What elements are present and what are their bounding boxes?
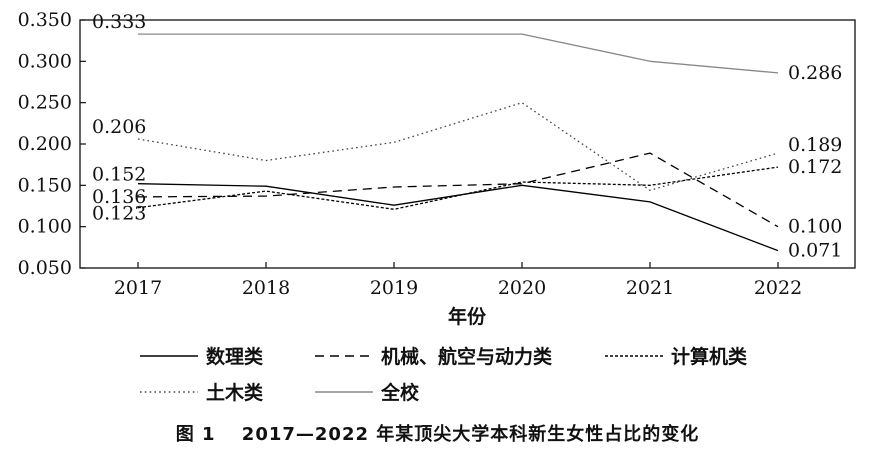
legend-item: 机械、航空与动力类 <box>315 345 552 368</box>
data-label: 0.152 <box>92 164 146 186</box>
series-line-5 <box>138 33 779 74</box>
series-line-1 <box>137 183 779 252</box>
x-tick-label: 2018 <box>242 277 290 299</box>
figure-caption: 图 1 2017—2022 年某顶尖大学本科新生女性占比的变化 <box>175 424 700 445</box>
data-label: 0.189 <box>788 134 842 156</box>
legend-label: 数理类 <box>206 345 263 368</box>
legend-label: 机械、航空与动力类 <box>381 345 552 368</box>
data-label: 0.123 <box>92 203 146 225</box>
y-tick-label: 0.100 <box>18 216 72 238</box>
data-label: 0.100 <box>788 216 842 238</box>
x-tick-label: 2021 <box>626 277 674 299</box>
y-tick-label: 0.200 <box>18 133 72 155</box>
y-tick-label: 0.250 <box>18 92 72 114</box>
legend-item: 数理类 <box>140 345 263 368</box>
series-line-3 <box>137 166 779 210</box>
x-tick-label: 2019 <box>370 277 418 299</box>
legend-item: 计算机类 <box>605 345 747 368</box>
chart-axes: 0.050 0.100 0.150 0.200 0.250 0.300 0.350 2017 2… <box>18 9 856 299</box>
y-tick-label: 0.150 <box>18 174 72 196</box>
x-tick-label: 2017 <box>114 277 162 299</box>
legend-item: 土木类 <box>140 381 263 404</box>
x-axis-title: 年份 <box>448 305 487 328</box>
legend-label: 计算机类 <box>671 345 747 368</box>
series-line-4 <box>137 102 779 191</box>
data-label: 0.286 <box>788 62 842 84</box>
series-line-2 <box>137 152 779 228</box>
chart-series <box>137 33 779 252</box>
data-label: 0.172 <box>788 156 842 178</box>
data-label: 0.206 <box>92 116 146 138</box>
legend-item: 全校 <box>315 381 420 404</box>
y-tick-label: 0.300 <box>18 50 72 72</box>
data-label: 0.136 <box>92 186 146 208</box>
data-label: 0.333 <box>92 11 146 33</box>
plot-frame <box>79 19 856 269</box>
legend-label: 全校 <box>380 381 420 404</box>
y-tick-label: 0.350 <box>18 9 72 31</box>
y-tick-label: 0.050 <box>18 257 72 279</box>
data-label: 0.071 <box>788 240 842 262</box>
legend-label: 土木类 <box>206 381 263 404</box>
x-tick-label: 2020 <box>498 277 546 299</box>
x-tick-label: 2022 <box>754 277 802 299</box>
